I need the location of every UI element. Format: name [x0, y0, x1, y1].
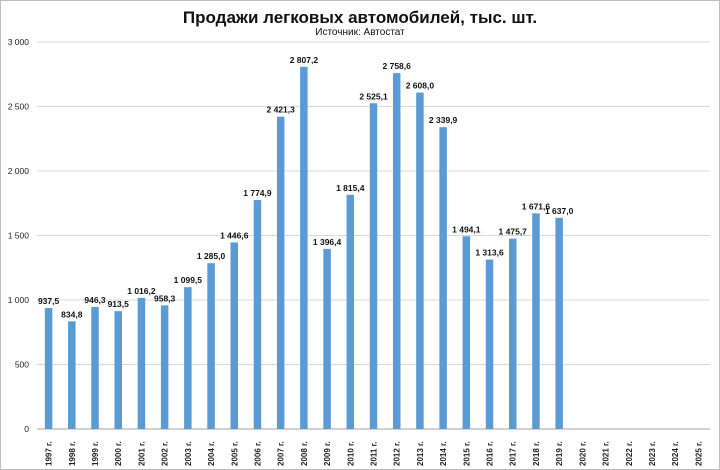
x-tick-label: 2014 г. — [439, 441, 448, 466]
bar — [532, 213, 540, 429]
x-tick-label: 2002 г. — [161, 441, 170, 466]
y-tick-label: 1 500 — [8, 231, 30, 241]
bar — [44, 308, 53, 429]
bar — [91, 306, 99, 429]
data-label: 2 339,9 — [429, 115, 458, 125]
x-tick-label: 2020 г. — [578, 441, 587, 466]
x-tick-label: 2023 г. — [648, 441, 657, 466]
x-tick-label: 2003 г. — [184, 441, 193, 466]
bar — [508, 238, 517, 429]
x-tick-label: 2011 г. — [370, 442, 379, 466]
data-label: 1 637,0 — [545, 206, 574, 216]
data-label: 2 421,3 — [266, 105, 295, 115]
bar — [160, 305, 169, 429]
x-tick-label: 2012 г. — [393, 441, 402, 466]
x-tick-label: 2015 г. — [462, 441, 471, 466]
data-label: 1 815,4 — [336, 183, 365, 193]
bar — [439, 127, 447, 430]
y-tick-label: 500 — [15, 360, 29, 370]
data-label: 2 608,0 — [406, 81, 435, 91]
data-label: 1 313,6 — [475, 248, 504, 258]
bar — [346, 194, 355, 429]
bar — [300, 66, 308, 429]
bar — [416, 92, 424, 430]
x-tick-label: 2001 г. — [137, 441, 146, 466]
data-label: 1 446,6 — [220, 230, 249, 240]
data-label: 1 494,1 — [452, 224, 481, 234]
x-tick-label: 2024 г. — [671, 441, 680, 466]
x-tick-label: 2018 г. — [532, 441, 541, 466]
bar — [369, 103, 378, 430]
data-label: 937,5 — [38, 296, 60, 306]
data-label: 834,8 — [61, 309, 83, 319]
x-tick-label: 2017 г. — [509, 441, 518, 466]
x-axis-ticks: 1997 г. 1998 г. 1999 г. 2000 г. 2001 г. 2002 … — [45, 441, 704, 466]
x-tick-label: 2007 г. — [277, 441, 286, 466]
bar — [137, 297, 146, 429]
x-tick-label: 2010 г. — [346, 441, 355, 466]
x-tick-label: 1998 г. — [68, 441, 77, 466]
data-label: 958,3 — [154, 293, 176, 303]
y-tick-label: 1 000 — [8, 295, 30, 305]
x-tick-label: 2000 г. — [114, 441, 123, 466]
x-tick-label: 2009 г. — [323, 441, 332, 466]
data-label: 1 016,2 — [127, 286, 156, 296]
x-tick-label: 2013 г. — [416, 441, 425, 466]
data-label: 2 758,6 — [383, 61, 412, 71]
data-label: 2 807,2 — [290, 55, 319, 65]
x-tick-label: 1999 г. — [91, 441, 100, 466]
x-tick-label: 2021 г. — [602, 441, 611, 466]
data-label: 1 774,9 — [243, 188, 272, 198]
x-tick-label: 2025 г. — [694, 441, 703, 466]
y-tick-label: 0 — [24, 424, 29, 434]
chart-title: Продажи легковых автомобилей, тыс. шт. — [182, 8, 538, 27]
data-label: 1 285,0 — [197, 251, 226, 261]
bar — [207, 263, 215, 429]
bar — [114, 311, 122, 429]
data-label: 1 396,4 — [313, 237, 342, 247]
data-label: 946,3 — [84, 295, 106, 305]
bar — [323, 248, 331, 429]
data-label: 1 099,5 — [174, 275, 203, 285]
y-tick-label: 3 000 — [8, 37, 30, 47]
bar — [276, 116, 285, 430]
data-label: 913,5 — [108, 299, 130, 309]
bar — [230, 242, 239, 429]
y-tick-label: 2 500 — [8, 102, 30, 112]
bar — [485, 259, 494, 429]
bar — [253, 200, 262, 429]
data-label: 1 671,6 — [522, 201, 551, 211]
x-tick-label: 2008 г. — [300, 441, 309, 466]
y-axis-ticks: 0 500 1 000 1 500 2 000 2 500 3 000 — [8, 37, 30, 434]
x-tick-label: 2006 г. — [253, 441, 262, 466]
x-tick-label: 2016 г. — [486, 441, 495, 466]
bar — [392, 73, 401, 430]
x-tick-label: 1997 г. — [45, 441, 54, 466]
bar — [462, 236, 471, 429]
y-tick-label: 2 000 — [8, 166, 30, 176]
bar — [555, 217, 563, 429]
x-tick-label: 2022 г. — [625, 441, 634, 466]
bar — [184, 287, 192, 429]
data-label: 2 525,1 — [359, 91, 388, 101]
x-tick-label: 2019 г. — [555, 441, 564, 466]
x-tick-label: 2005 г. — [230, 441, 239, 466]
chart-subtitle: Источник: Автостат — [315, 27, 405, 38]
bars — [44, 66, 563, 430]
x-tick-label: 2004 г. — [207, 441, 216, 466]
bar — [68, 321, 76, 429]
data-label: 1 475,7 — [499, 227, 528, 237]
